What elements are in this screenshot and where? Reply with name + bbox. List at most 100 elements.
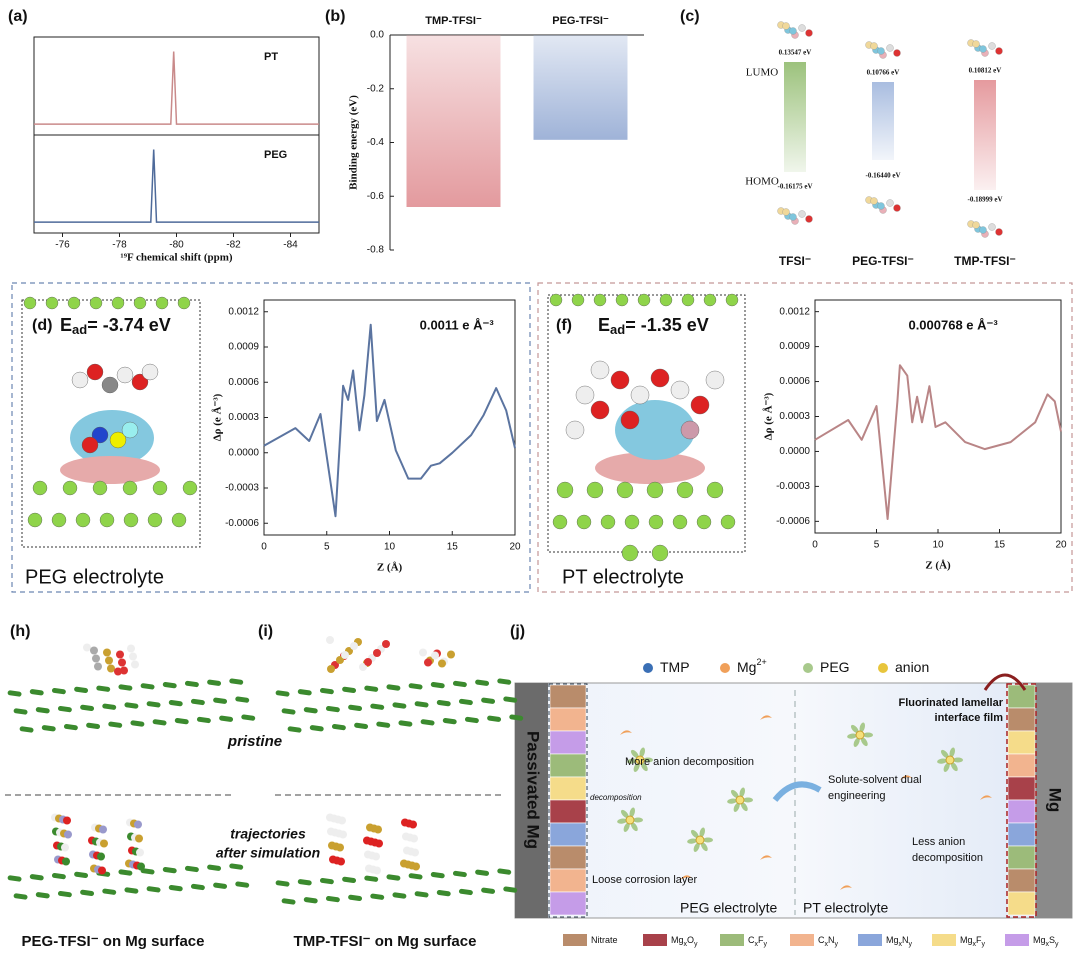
layer-outline xyxy=(548,683,588,918)
mg-rod xyxy=(364,685,379,692)
atom xyxy=(659,293,673,307)
x-axis-label: ¹⁹F chemical shift (ppm) xyxy=(120,252,233,264)
panel-label: (h) xyxy=(10,623,30,640)
mg-rod xyxy=(348,704,363,712)
mg-rod xyxy=(497,868,512,875)
atom xyxy=(71,371,89,389)
mg-rod xyxy=(458,888,473,896)
peg-petal xyxy=(859,722,866,733)
component-label: Nitrate xyxy=(591,935,618,945)
atom xyxy=(23,296,37,310)
peg-petal xyxy=(943,762,950,772)
mg-rod xyxy=(408,683,423,690)
atom xyxy=(107,664,115,673)
subscript: ad xyxy=(610,322,625,337)
adsorption-energy: Ead= -3.74 eV xyxy=(60,315,171,338)
y-tick-label: 0.0009 xyxy=(228,342,259,353)
peg-petal xyxy=(743,797,753,803)
atom xyxy=(870,42,878,50)
atom xyxy=(92,480,108,496)
category-label: PEG-TFSI⁻ xyxy=(552,15,609,27)
y-tick-label: 0.0000 xyxy=(228,447,259,458)
label: interface film xyxy=(935,712,1004,724)
gap-bar xyxy=(872,82,894,160)
x-tick-label: 20 xyxy=(1055,540,1067,551)
peg-petal xyxy=(937,758,948,764)
atom xyxy=(105,656,113,665)
mg-rod xyxy=(475,679,490,686)
atom xyxy=(988,42,996,50)
atom xyxy=(120,666,128,675)
superscript: 2+ xyxy=(756,657,766,667)
atom xyxy=(86,363,104,381)
mg-rod xyxy=(319,687,334,695)
mg-rod xyxy=(370,893,385,900)
atom xyxy=(94,662,102,671)
x-tick-label: 10 xyxy=(932,540,944,551)
atom xyxy=(424,658,432,667)
y-axis-label: Δρ (e Å⁻³) xyxy=(763,392,775,440)
atom xyxy=(720,514,736,530)
atom xyxy=(419,648,427,657)
mg-ion xyxy=(680,875,692,880)
subscript: y xyxy=(835,941,839,948)
homo-energy: -0.16440 eV xyxy=(866,172,901,180)
element: S xyxy=(1049,935,1055,945)
subscript: y xyxy=(1055,941,1059,948)
value: = -3.74 eV xyxy=(87,315,171,335)
y-tick-label: -0.4 xyxy=(367,137,385,148)
component-label: MgxFy xyxy=(960,935,986,947)
mg-rod xyxy=(420,719,435,726)
mg-rod xyxy=(96,685,111,692)
y-tick-label: 0.0003 xyxy=(228,412,259,423)
atom xyxy=(337,857,345,866)
mg-rod xyxy=(342,876,357,884)
peg-petal xyxy=(630,822,638,832)
anion xyxy=(945,755,955,765)
layer-grain xyxy=(549,730,587,755)
legend-label: Mg2+ xyxy=(737,657,767,674)
mg-rod xyxy=(108,721,123,728)
mg-rod xyxy=(392,892,407,899)
mg-rod xyxy=(86,722,101,730)
x-tick-label: -80 xyxy=(169,240,184,251)
panel-label: (j) xyxy=(510,623,525,640)
j-background xyxy=(514,682,1073,919)
mg-rod xyxy=(213,697,228,704)
element: Mg xyxy=(960,935,973,945)
subscript: x xyxy=(973,941,977,948)
atom xyxy=(593,293,607,307)
panel-label: (f) xyxy=(556,317,572,334)
curved-arrow xyxy=(983,673,1027,691)
peg-petal xyxy=(863,732,873,738)
atom xyxy=(99,825,107,834)
atom xyxy=(877,202,885,210)
mg-rod xyxy=(51,872,66,880)
atom xyxy=(590,400,610,420)
atom xyxy=(995,47,1003,55)
mg-rod xyxy=(63,723,78,731)
layer-grain xyxy=(549,868,587,893)
mg-rod xyxy=(35,892,50,899)
atom xyxy=(575,385,595,405)
mg-rod xyxy=(464,716,479,724)
atom xyxy=(972,221,980,229)
mg-rod xyxy=(325,705,340,713)
mg-layer xyxy=(1035,683,1072,918)
mg-rod xyxy=(503,696,518,703)
subscript: x xyxy=(825,941,829,948)
anion xyxy=(735,795,745,805)
mg-rod xyxy=(235,881,250,888)
subscript: x xyxy=(1046,941,1050,948)
mg-rod xyxy=(303,707,318,714)
mg-rod xyxy=(229,678,244,685)
legend-icon xyxy=(878,663,888,673)
mg-rod xyxy=(146,701,161,708)
peg-petal xyxy=(687,838,698,844)
atom xyxy=(565,420,585,440)
y-tick-label: -0.0003 xyxy=(225,483,259,494)
peg-petal xyxy=(730,789,739,799)
atom xyxy=(681,293,695,307)
peg-petal xyxy=(617,818,628,824)
mg-rod xyxy=(275,690,290,697)
